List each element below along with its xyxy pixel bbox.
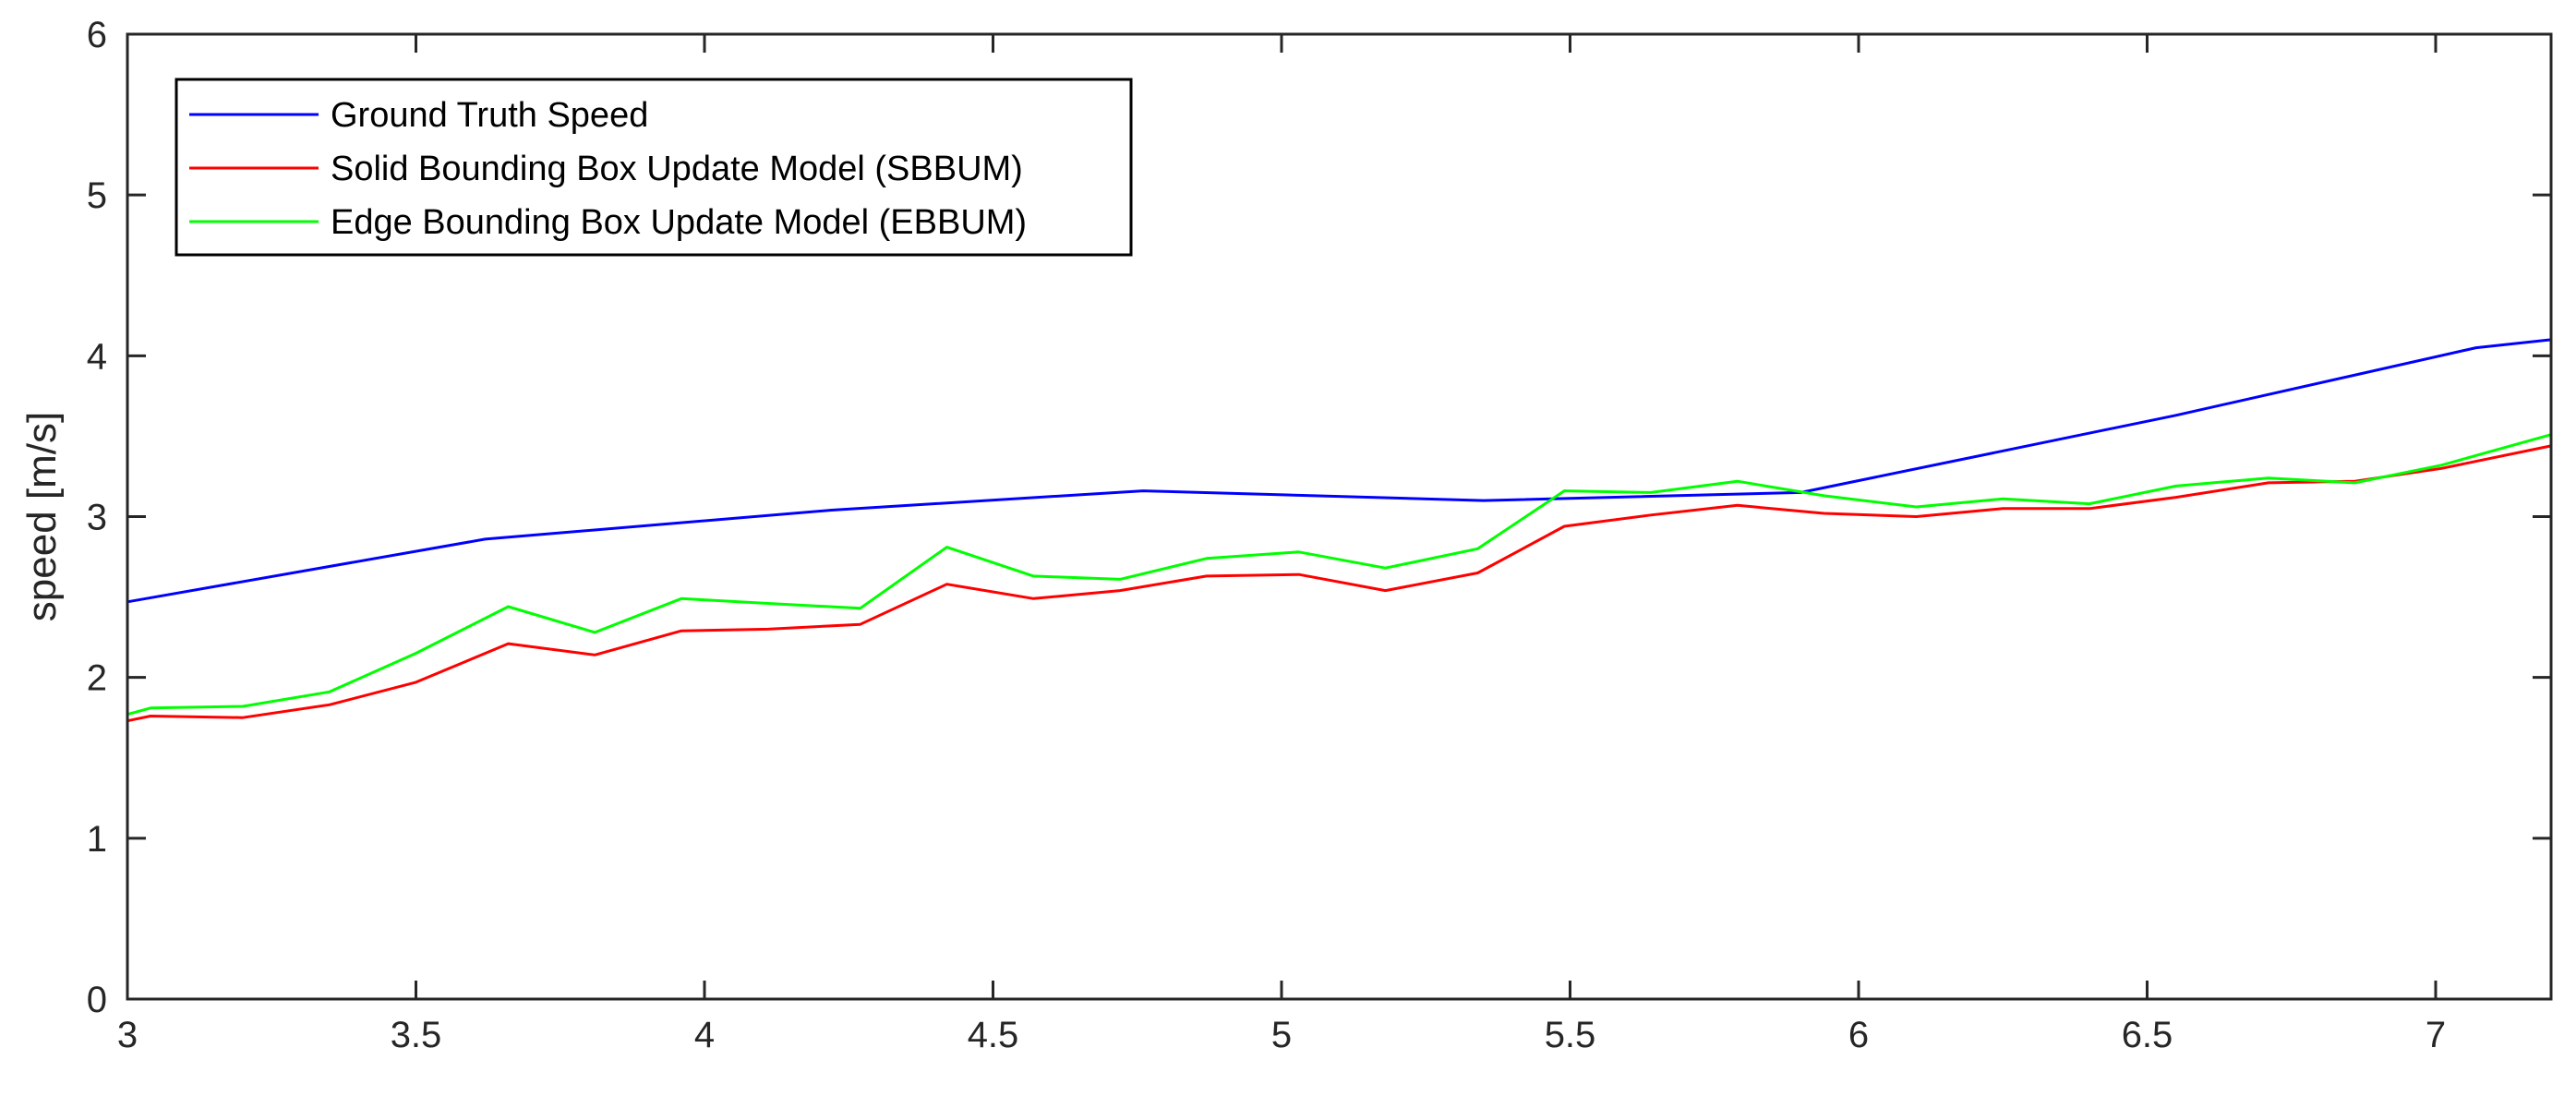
y-tick-label: 3 (87, 498, 107, 538)
y-tick-label: 5 (87, 175, 107, 216)
tick-layer: 3 3.5 4 4.5 5 5.5 6 6.5 7 0 1 2 3 4 5 6 (87, 15, 2551, 1055)
x-tick-label: 5.5 (1545, 1015, 1596, 1055)
y-tick-label: 1 (87, 819, 107, 860)
x-tick-label: 4.5 (968, 1015, 1019, 1055)
x-tick-label: 4 (694, 1015, 715, 1055)
y-tick-label: 6 (87, 15, 107, 55)
x-tick-label: 6.5 (2122, 1015, 2173, 1055)
legend-box (175, 78, 1133, 257)
x-tick-label: 7 (2426, 1015, 2446, 1055)
x-tick-label: 3 (117, 1015, 138, 1055)
legend: Ground Truth Speed Solid Bounding Box Upd… (175, 78, 1133, 257)
y-axis-label: speed [m/s] (19, 412, 65, 621)
x-tick-label: 6 (1848, 1015, 1869, 1055)
x-tick-label: 3.5 (391, 1015, 442, 1055)
legend-label-3: Edge Bounding Box Update Model (EBBUM) (331, 203, 1027, 242)
legend-label-1: Ground Truth Speed (331, 96, 648, 135)
x-tick-label: 5 (1271, 1015, 1292, 1055)
series-line-2 (126, 444, 2552, 723)
y-tick-label: 4 (87, 336, 107, 377)
y-tick-label: 0 (87, 980, 107, 1020)
series-line-1 (126, 338, 2552, 604)
y-tick-label: 2 (87, 658, 107, 699)
series-layer (126, 338, 2552, 723)
legend-label-2: Solid Bounding Box Update Model (SBBUM) (331, 150, 1023, 188)
series-line-3 (126, 433, 2552, 717)
